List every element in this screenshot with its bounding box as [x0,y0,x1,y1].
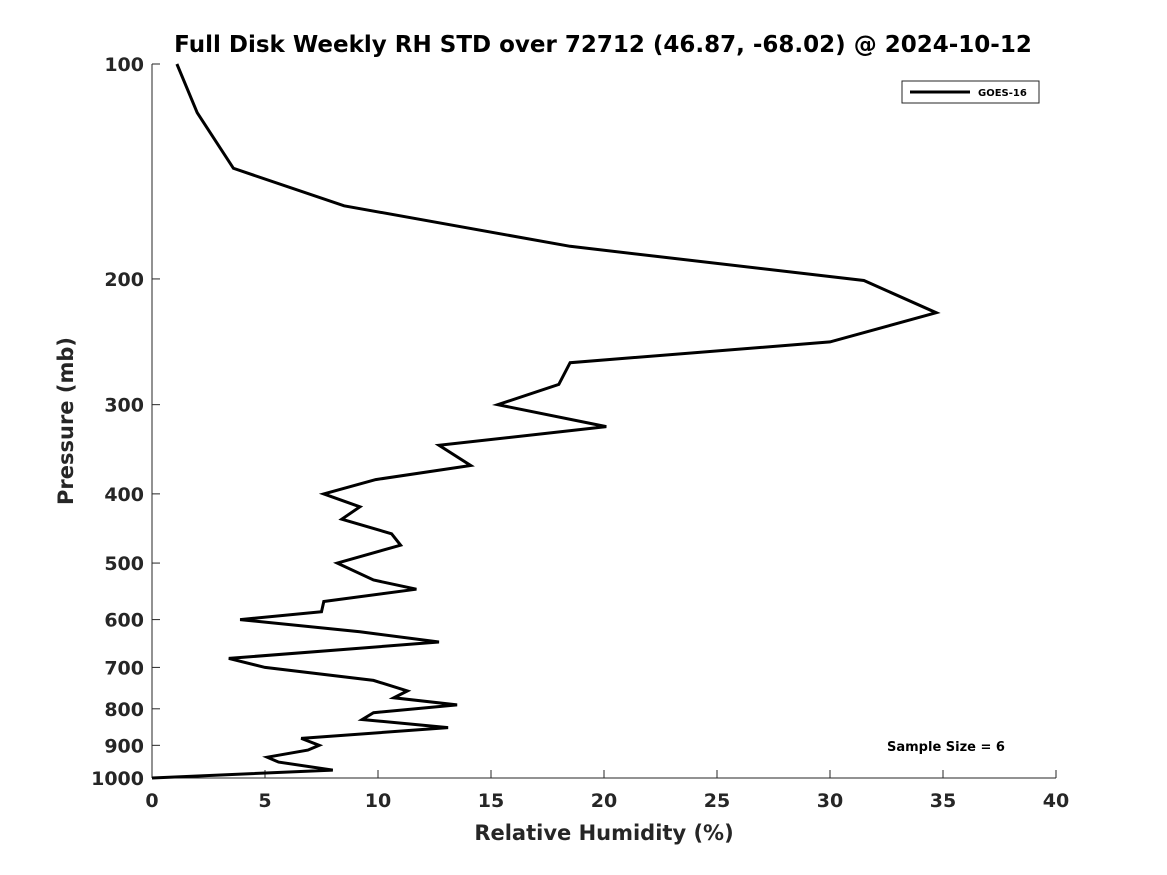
y-tick-label: 1000 [91,768,144,790]
legend-box [901,80,1040,104]
x-tick-label: 20 [591,790,617,812]
y-tick-label: 500 [104,553,144,575]
x-axis-label: Relative Humidity (%) [474,821,733,845]
y-tick-label: 900 [104,735,144,757]
y-tick-label: 700 [104,657,144,679]
x-ticks: 0 5 10 15 20 25 30 35 40 [145,770,1069,812]
x-tick-label: 30 [817,790,843,812]
x-tick-label: 40 [1043,790,1069,812]
y-tick-label: 200 [104,269,144,291]
y-tick-label: 100 [104,54,144,76]
x-tick-label: 25 [704,790,730,812]
x-tick-label: 10 [365,790,391,812]
x-tick-label: 35 [930,790,956,812]
y-tick-label: 800 [104,699,144,721]
legend: GOES-16 [901,80,1040,104]
sample-size-annotation: Sample Size = 6 [887,740,1005,755]
series-line-goes-16 [151,63,941,780]
y-tick-label: 400 [104,484,144,506]
y-axis-label: Pressure (mb) [54,337,78,505]
chart-title: Full Disk Weekly RH STD over 72712 (46.8… [174,32,1032,58]
legend-entry-goes-16: GOES-16 [978,88,1027,99]
y-tick-label: 300 [104,395,144,417]
y-tick-label: 600 [104,610,144,632]
x-tick-label: 15 [478,790,504,812]
x-tick-label: 5 [258,790,271,812]
x-tick-label: 0 [145,790,158,812]
y-ticks: 100 200 300 400 500 600 700 800 900 1000 [91,54,160,790]
